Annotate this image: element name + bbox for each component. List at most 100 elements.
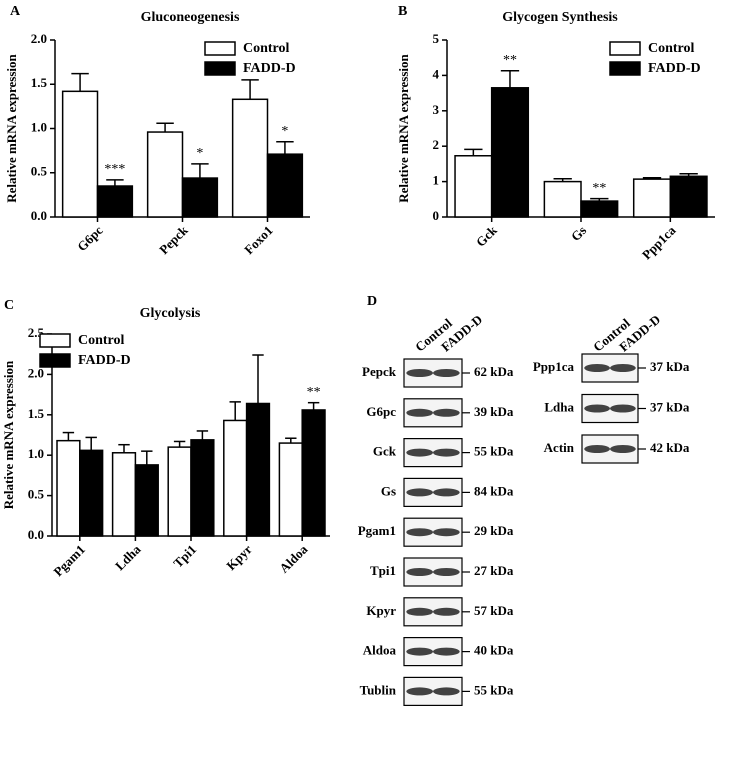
y-tick-label: 1.5 — [31, 75, 48, 90]
bar — [61, 90, 99, 218]
y-tick-label: 0.5 — [28, 487, 45, 502]
chart-title: Gluconeogenesis — [141, 10, 240, 25]
significance: ** — [592, 181, 606, 196]
blot-band — [433, 568, 460, 576]
legend-swatch — [39, 333, 71, 348]
size-label: 39 kDa — [474, 404, 514, 419]
y-tick-label: 2.0 — [28, 365, 44, 380]
protein-label: Tublin — [360, 682, 397, 697]
bar — [580, 200, 619, 218]
bar — [146, 131, 184, 218]
size-label: 55 kDa — [474, 682, 514, 697]
protein-label: Gck — [373, 444, 397, 459]
blot-band — [584, 364, 610, 372]
size-label: 57 kDa — [474, 603, 514, 618]
y-axis-label: Relative mRNA expression — [4, 53, 19, 202]
x-tick-label: Pgam1 — [50, 542, 88, 580]
bar — [223, 419, 248, 537]
bar — [245, 402, 271, 537]
blot-band — [406, 408, 433, 417]
legend-swatch — [204, 41, 236, 56]
blot-band — [433, 687, 460, 696]
blot-band — [433, 408, 460, 417]
y-tick-label: 0.0 — [28, 527, 44, 542]
legend-label: Control — [648, 41, 695, 56]
legend-label: Control — [243, 41, 290, 56]
size-label: 42 kDa — [650, 440, 690, 455]
protein-label: Ppp1ca — [533, 359, 575, 374]
blot-band — [433, 528, 460, 537]
bar — [79, 449, 104, 537]
y-tick-label: 2.0 — [31, 31, 47, 46]
bar — [543, 180, 582, 218]
protein-label: Actin — [544, 440, 575, 455]
bar — [181, 177, 219, 218]
legend-label: FADD-D — [648, 61, 701, 76]
legend-swatch — [609, 41, 641, 56]
blot-band — [406, 607, 433, 616]
bar — [632, 178, 672, 218]
y-tick-label: 3 — [433, 102, 440, 117]
blot-band — [610, 404, 636, 413]
x-tick-label: Pepck — [156, 222, 191, 257]
size-label: 29 kDa — [474, 523, 514, 538]
blot-band — [610, 445, 636, 453]
bar — [231, 98, 269, 218]
bar — [490, 87, 530, 218]
y-axis-label: Relative mRNA expression — [396, 53, 411, 202]
blot-band — [406, 488, 433, 497]
bar — [96, 185, 134, 218]
bar — [266, 153, 304, 218]
blot-band — [406, 647, 433, 656]
x-tick-label: Ppp1ca — [639, 222, 679, 262]
bar — [111, 452, 137, 537]
blot-band — [406, 528, 433, 537]
blot-band — [433, 448, 460, 457]
size-label: 37 kDa — [650, 399, 690, 414]
legend-label: FADD-D — [78, 353, 131, 368]
blot-band — [584, 404, 610, 413]
blot-band — [406, 687, 433, 696]
y-tick-label: 0.0 — [31, 208, 47, 223]
size-label: 27 kDa — [474, 563, 514, 578]
bar — [454, 155, 493, 218]
legend-swatch — [39, 353, 71, 368]
blot-band — [433, 647, 460, 656]
chart-title: Glycolysis — [140, 306, 201, 321]
bar — [167, 446, 192, 537]
legend-swatch — [204, 61, 236, 76]
panel-letter: A — [10, 4, 21, 19]
blot-band — [433, 607, 460, 616]
bar — [669, 175, 708, 218]
bar — [134, 464, 159, 537]
x-tick-label: Tpi1 — [170, 542, 199, 571]
blot-band — [406, 448, 433, 457]
significance: * — [281, 124, 288, 139]
protein-label: Tpi1 — [370, 563, 396, 578]
blot-band — [433, 369, 460, 377]
y-tick-label: 1 — [433, 173, 440, 188]
significance: * — [196, 146, 203, 161]
panel-letter: C — [4, 298, 14, 313]
y-tick-label: 1.0 — [31, 119, 47, 134]
y-tick-label: 5 — [433, 31, 440, 46]
blot-band — [610, 364, 636, 372]
protein-label: Gs — [381, 483, 396, 498]
significance: *** — [104, 162, 125, 177]
protein-label: Pepck — [362, 364, 397, 379]
legend-swatch — [609, 61, 641, 76]
protein-label: Kpyr — [366, 603, 396, 618]
x-tick-label: G6pc — [74, 222, 106, 254]
significance: ** — [503, 53, 517, 68]
size-label: 84 kDa — [474, 483, 514, 498]
protein-label: G6pc — [366, 404, 396, 419]
y-tick-label: 0.5 — [31, 164, 48, 179]
bar — [56, 439, 81, 537]
significance: ** — [307, 385, 321, 400]
size-label: 62 kDa — [474, 364, 514, 379]
panel-letter: B — [398, 4, 407, 19]
x-tick-label: Aldoa — [276, 541, 310, 575]
size-label: 37 kDa — [650, 359, 690, 374]
bar — [278, 442, 303, 537]
legend-label: FADD-D — [243, 61, 296, 76]
